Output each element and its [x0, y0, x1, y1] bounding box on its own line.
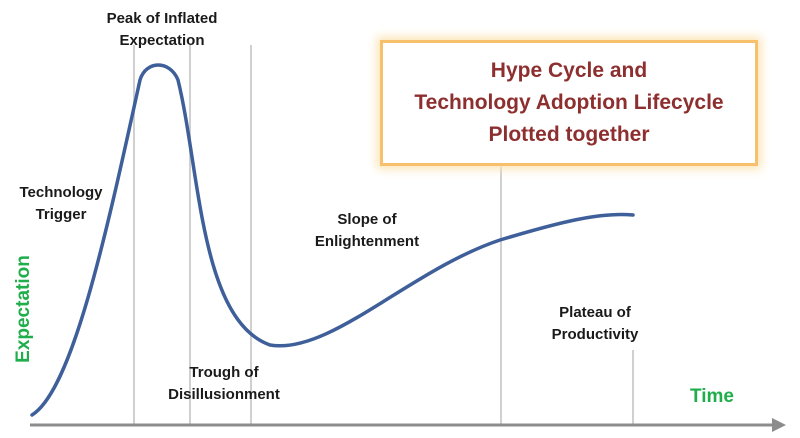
- peak-label-line-2: Expectation: [119, 32, 205, 49]
- trough-label-line-2: Disillusionment: [168, 386, 280, 403]
- trigger-label-line-2: Trigger: [35, 206, 87, 223]
- trough-label-line-1: Trough of: [189, 364, 259, 381]
- title-box: Hype Cycle and Technology Adoption Lifec…: [380, 40, 758, 166]
- title-line-2: Technology Adoption Lifecycle: [414, 91, 724, 114]
- technology-trigger-label: Technology Trigger: [0, 182, 122, 226]
- x-axis: [30, 418, 786, 432]
- plateau-of-productivity-label: Plateau of Productivity: [520, 302, 670, 346]
- slope-label-line-1: Slope of: [337, 211, 397, 228]
- peak-of-inflated-expectation-label: Peak of Inflated Expectation: [62, 8, 262, 52]
- y-axis-title: Expectation: [13, 255, 34, 363]
- plateau-label-line-1: Plateau of: [559, 304, 631, 321]
- title-line-3: Plotted together: [488, 123, 650, 146]
- trigger-label-line-1: Technology: [19, 184, 103, 201]
- hype-curve: [30, 63, 635, 417]
- slope-of-enlightenment-label: Slope of Enlightenment: [282, 209, 452, 253]
- x-axis-title: Time: [690, 386, 735, 407]
- slope-label-line-2: Enlightenment: [314, 233, 420, 250]
- plateau-label-line-2: Productivity: [551, 326, 639, 343]
- peak-label-line-1: Peak of Inflated: [106, 10, 218, 27]
- trough-of-disillusionment-label: Trough of Disillusionment: [150, 362, 298, 406]
- x-axis-arrowhead: [772, 418, 786, 432]
- title-line-1: Hype Cycle and: [490, 59, 648, 82]
